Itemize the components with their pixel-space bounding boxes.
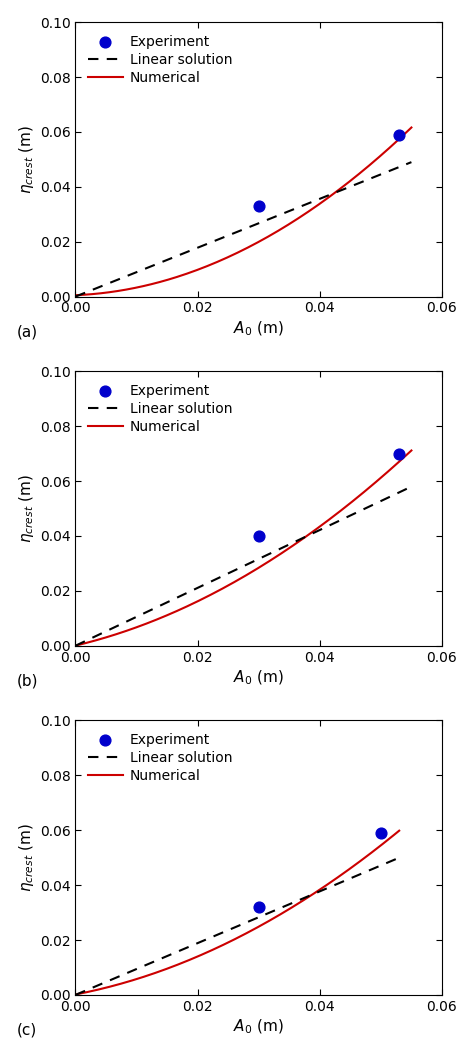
Y-axis label: $\eta_{crest}$ (m): $\eta_{crest}$ (m): [17, 125, 36, 194]
Numerical: [380, 837, 386, 850]
Line: Numerical: Numerical: [75, 127, 411, 295]
Y-axis label: $\eta_{crest}$ (m): $\eta_{crest}$ (m): [17, 823, 36, 892]
Numerical: [86, 289, 92, 301]
Experiment: [255, 528, 263, 544]
X-axis label: $A_0$ (m): $A_0$ (m): [233, 320, 284, 338]
Legend: Experiment, Linear solution, Numerical: Experiment, Linear solution, Numerical: [82, 728, 237, 789]
Numerical: [396, 824, 402, 837]
Numerical: [133, 973, 138, 986]
Y-axis label: $\eta_{crest}$ (m): $\eta_{crest}$ (m): [17, 474, 36, 543]
Experiment: [395, 126, 403, 143]
Numerical: [380, 147, 385, 160]
Legend: Experiment, Linear solution, Numerical: Experiment, Linear solution, Numerical: [82, 378, 237, 440]
Experiment: [395, 445, 403, 462]
Numerical: [135, 281, 141, 294]
Legend: Experiment, Linear solution, Numerical: Experiment, Linear solution, Numerical: [82, 29, 237, 91]
Experiment: [377, 824, 385, 841]
Line: Numerical: Numerical: [75, 831, 399, 994]
Numerical: [86, 986, 91, 998]
Experiment: [255, 898, 263, 915]
Text: (b): (b): [17, 673, 38, 689]
Text: (a): (a): [17, 324, 38, 339]
Numerical: [409, 121, 414, 134]
Numerical: [409, 444, 414, 457]
Numerical: [93, 287, 99, 300]
Numerical: [392, 137, 397, 150]
Numerical: [162, 274, 168, 286]
Numerical: [392, 459, 397, 472]
Numerical: [369, 847, 374, 859]
Text: (c): (c): [17, 1022, 37, 1037]
Numerical: [73, 988, 78, 1000]
Numerical: [380, 470, 385, 482]
Numerical: [92, 984, 98, 996]
Numerical: [159, 965, 164, 977]
Experiment: [255, 198, 263, 215]
X-axis label: $A_0$ (m): $A_0$ (m): [233, 669, 284, 688]
X-axis label: $A_0$ (m): $A_0$ (m): [233, 1018, 284, 1036]
Numerical: [86, 636, 92, 649]
Numerical: [93, 634, 99, 647]
Line: Numerical: Numerical: [75, 451, 411, 645]
Numerical: [135, 620, 141, 633]
Numerical: [73, 289, 78, 301]
Numerical: [162, 610, 168, 622]
Numerical: [73, 639, 78, 652]
